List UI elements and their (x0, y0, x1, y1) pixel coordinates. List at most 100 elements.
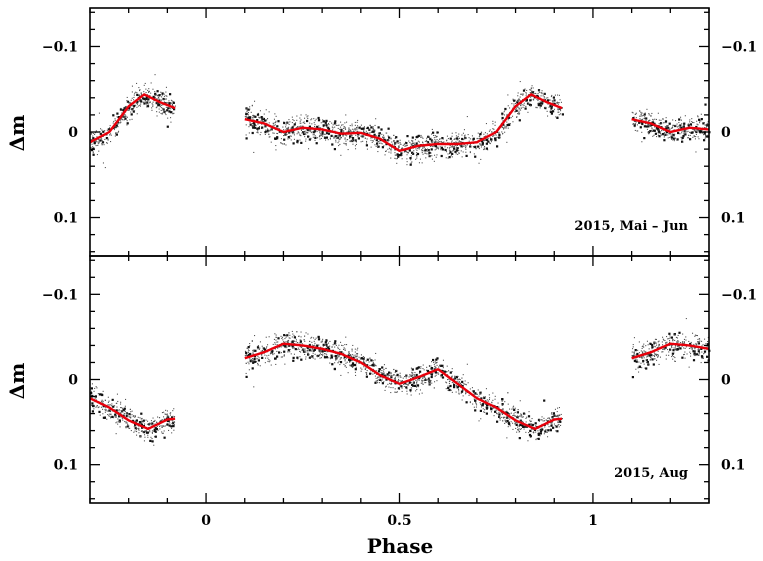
data-point (356, 358, 358, 360)
data-point (376, 144, 378, 146)
data-point (335, 124, 337, 126)
data-point (400, 152, 403, 155)
data-point (447, 386, 450, 390)
data-point (333, 342, 336, 345)
data-point (352, 366, 354, 368)
data-point (394, 152, 396, 154)
data-point (113, 120, 115, 122)
data-point (507, 403, 509, 405)
data-point (166, 417, 168, 419)
data-point (346, 344, 348, 346)
data-point (149, 430, 151, 432)
data-point (249, 118, 251, 120)
data-point (458, 137, 460, 139)
data-point (147, 98, 149, 100)
data-point (494, 398, 496, 400)
data-point (691, 121, 693, 123)
data-point (349, 135, 352, 138)
data-point (388, 136, 391, 139)
data-point (320, 137, 322, 139)
data-point (370, 139, 372, 141)
data-point (674, 124, 677, 128)
data-point (399, 372, 401, 374)
data-point (557, 422, 559, 424)
data-point (265, 347, 267, 349)
data-point (300, 331, 302, 333)
data-point (701, 340, 703, 342)
data-point (125, 115, 127, 117)
data-point (432, 146, 434, 148)
data-point (345, 336, 347, 338)
data-point (172, 410, 174, 412)
data-point (377, 368, 379, 370)
data-point (493, 128, 495, 130)
data-point (476, 137, 478, 139)
data-point (307, 135, 310, 138)
data-point (138, 87, 140, 89)
data-point (125, 426, 127, 428)
data-point (135, 421, 137, 423)
data-point (435, 366, 437, 368)
data-point (461, 146, 463, 148)
data-point (428, 149, 430, 151)
data-point (116, 421, 118, 423)
data-point (674, 133, 676, 135)
data-point (369, 357, 371, 359)
data-point (682, 126, 684, 128)
data-point (489, 406, 491, 408)
data-point (144, 436, 146, 438)
data-point (95, 145, 97, 147)
data-point (501, 131, 503, 133)
data-point (406, 164, 408, 166)
data-point (308, 347, 310, 349)
data-point (314, 135, 316, 137)
data-point (352, 143, 354, 145)
data-point (429, 380, 431, 382)
data-point (414, 372, 416, 374)
data-point (509, 413, 511, 415)
data-point (173, 108, 176, 111)
data-point (173, 424, 175, 426)
data-point (539, 104, 542, 107)
data-point (92, 153, 95, 156)
data-point (464, 136, 466, 138)
data-point (377, 377, 379, 379)
data-point (518, 415, 520, 417)
data-point (647, 131, 649, 133)
data-point (100, 400, 102, 402)
data-point (126, 122, 129, 125)
data-point (365, 130, 367, 132)
data-point (104, 130, 106, 132)
data-point (436, 154, 438, 156)
data-point (650, 114, 652, 116)
data-point (482, 408, 484, 410)
data-point (321, 350, 324, 353)
data-point (374, 144, 376, 146)
data-point (480, 391, 482, 393)
data-point (505, 421, 507, 423)
data-point (312, 136, 314, 138)
data-point (703, 139, 706, 142)
data-point (140, 435, 142, 437)
data-point (388, 374, 390, 376)
data-point (658, 119, 660, 121)
data-point (505, 420, 507, 422)
data-point (94, 133, 96, 135)
data-point (129, 427, 131, 429)
data-point (650, 353, 652, 355)
data-point (654, 345, 656, 347)
data-point (378, 378, 380, 380)
data-point (124, 411, 126, 413)
data-point (261, 356, 264, 359)
data-point (439, 364, 441, 366)
data-point (550, 424, 553, 427)
data-point (377, 370, 381, 373)
data-point (670, 133, 672, 135)
data-point (115, 433, 117, 435)
data-point (652, 135, 654, 137)
data-point (134, 423, 137, 426)
data-point (147, 89, 149, 91)
data-point (375, 365, 377, 367)
data-point (465, 137, 467, 139)
data-point (484, 411, 486, 413)
